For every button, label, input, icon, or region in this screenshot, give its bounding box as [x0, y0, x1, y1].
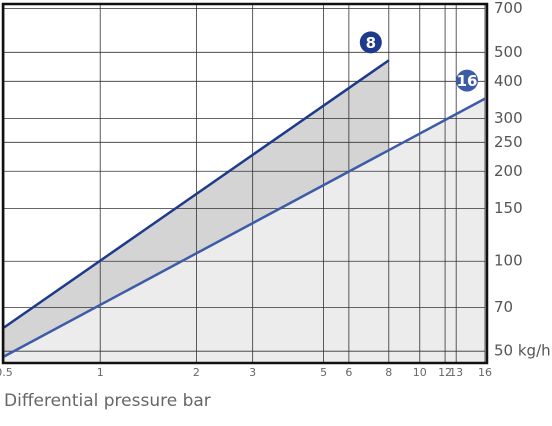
y-tick-label: 200 — [494, 162, 523, 180]
x-axis-title: Differential pressure bar — [4, 391, 211, 411]
y-tick-label: 400 — [494, 72, 523, 90]
series-line — [3, 59, 390, 329]
x-tick-label: 1 — [97, 366, 104, 379]
plot-frame — [1, 2, 489, 365]
x-tick-label: 12 — [438, 366, 452, 379]
x-tick-label: 13 — [449, 366, 463, 379]
x-tick-label: 2 — [193, 366, 200, 379]
x-tick-label: 6 — [345, 366, 352, 379]
y-tick-label: 50 kg/h — [494, 342, 551, 360]
legend-label: 16 — [457, 72, 478, 90]
y-tick-label: 250 — [494, 133, 523, 151]
y-tick-label: 300 — [494, 109, 523, 127]
series-badge — [456, 69, 478, 92]
legend-label: 8 — [366, 34, 376, 52]
series-line — [3, 97, 486, 358]
x-tick-label: 0.5 — [0, 366, 13, 379]
y-tick-label: 500 — [494, 43, 523, 61]
x-tick-label: 10 — [413, 366, 427, 379]
x-tick-label: 5 — [320, 366, 327, 379]
y-tick-label: 70 — [494, 298, 513, 316]
x-tick-label: 8 — [385, 366, 392, 379]
series-badge — [359, 31, 382, 54]
y-tick-label: 700 — [494, 0, 523, 17]
x-tick-label: 3 — [249, 366, 256, 379]
y-tick-label: 100 — [494, 252, 523, 270]
x-tick-label: 16 — [478, 366, 492, 379]
y-tick-label: 150 — [494, 199, 523, 217]
